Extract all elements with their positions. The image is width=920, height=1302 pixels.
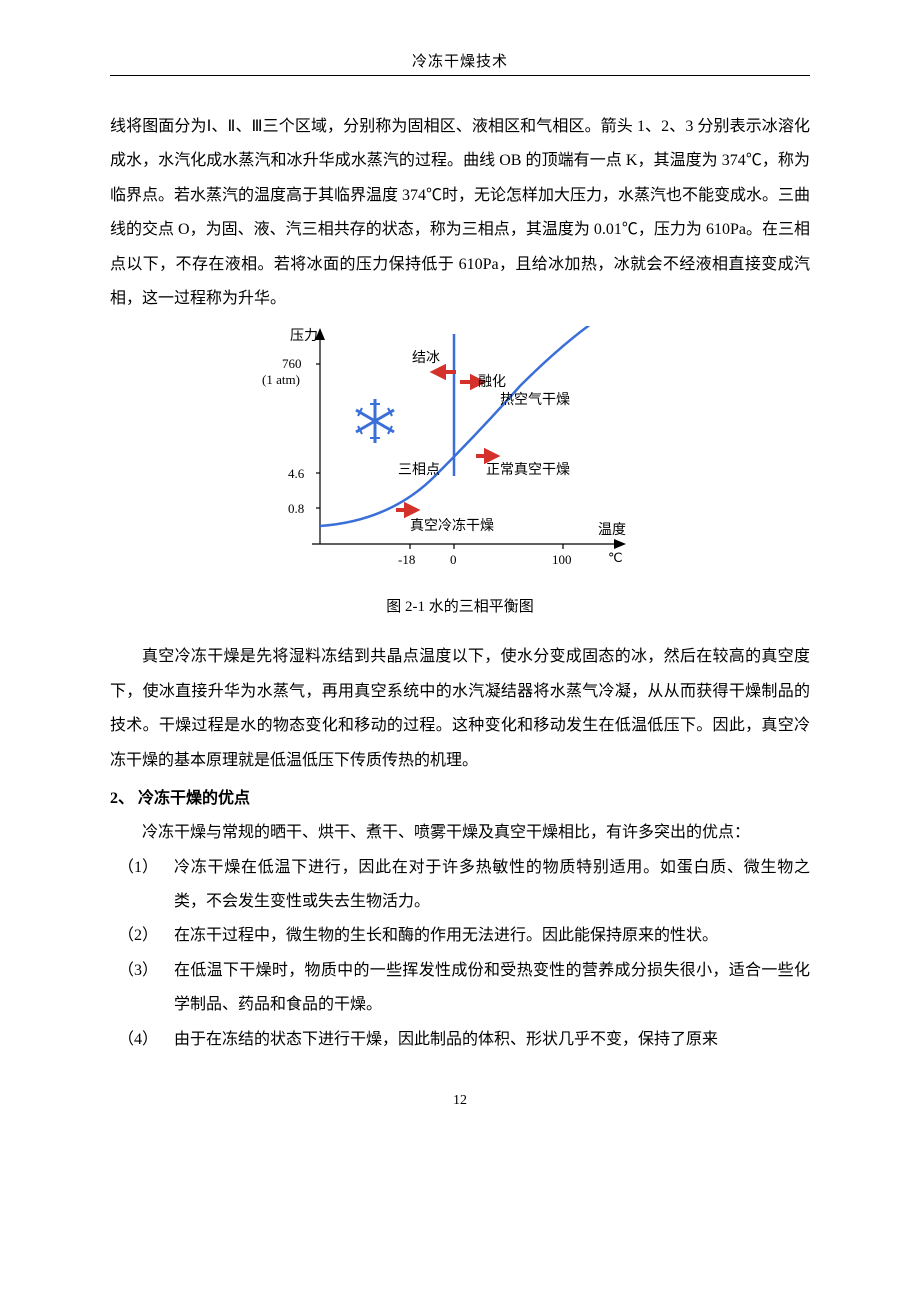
list-number: （4） xyxy=(110,1023,174,1057)
arrow-pair-low xyxy=(396,505,416,515)
list-text: 在冻干过程中，微生物的生长和酶的作用无法进行。因此能保持原来的性状。 xyxy=(174,919,810,953)
y-axis-label: 压力 xyxy=(290,328,318,344)
list-number: （3） xyxy=(110,954,174,1023)
label-melt: 融化 xyxy=(478,374,506,390)
list-text: 在低温下干燥时，物质中的一些挥发性成份和受热变性的营养成分损失很小，适合一些化学… xyxy=(174,954,810,1023)
body-text: 线将图面分为Ⅰ、Ⅱ、Ⅲ三个区域，分别称为固相区、液相区和气相区。箭头 1、2、3… xyxy=(110,110,810,316)
figure-caption: 图 2-1 水的三相平衡图 xyxy=(110,595,810,616)
list-number: （1） xyxy=(110,851,174,920)
paragraph-1: 线将图面分为Ⅰ、Ⅱ、Ⅲ三个区域，分别称为固相区、液相区和气相区。箭头 1、2、3… xyxy=(110,110,810,316)
label-hot-air: 热空气干燥 xyxy=(500,392,570,408)
svg-text:0: 0 xyxy=(450,552,457,567)
svg-text:760: 760 xyxy=(282,356,302,371)
list-item-3: （3） 在低温下干燥时，物质中的一些挥发性成份和受热变性的营养成分损失很小，适合… xyxy=(110,954,810,1023)
header-rule xyxy=(110,75,810,76)
arrow-pair-top xyxy=(434,367,482,387)
figure-2-1: 压力 温度 ℃ 760 (1 atm) 4.6 0.8 -18 xyxy=(110,326,810,591)
label-vacuum: 正常真空干燥 xyxy=(486,462,570,478)
x-axis-arrowhead xyxy=(614,539,626,549)
running-title: 冷冻干燥技术 xyxy=(110,50,810,75)
page: 冷冻干燥技术 线将图面分为Ⅰ、Ⅱ、Ⅲ三个区域，分别称为固相区、液相区和气相区。箭… xyxy=(0,0,920,1149)
body-text-2: 真空冷冻干燥是先将湿料冻结到共晶点温度以下，使水分变成固态的冰，然后在较高的真空… xyxy=(110,640,810,778)
paragraph-2: 真空冷冻干燥是先将湿料冻结到共晶点温度以下，使水分变成固态的冰，然后在较高的真空… xyxy=(110,640,810,778)
page-number: 12 xyxy=(110,1093,810,1109)
svg-text:-18: -18 xyxy=(398,552,415,567)
list-item-2: （2） 在冻干过程中，微生物的生长和酶的作用无法进行。因此能保持原来的性状。 xyxy=(110,919,810,953)
list-number: （2） xyxy=(110,919,174,953)
section-2-title: 2、 冷冻干燥的优点 xyxy=(110,782,810,816)
snowflake-icon xyxy=(356,399,394,443)
svg-text:100: 100 xyxy=(552,552,572,567)
list-item-4: （4） 由于在冻结的状态下进行干燥，因此制品的体积、形状几乎不变，保持了原来 xyxy=(110,1023,810,1057)
phase-diagram-svg: 压力 温度 ℃ 760 (1 atm) 4.6 0.8 -18 xyxy=(260,326,660,586)
list-text: 由于在冻结的状态下进行干燥，因此制品的体积、形状几乎不变，保持了原来 xyxy=(174,1023,810,1057)
phase-curve xyxy=(320,326,595,526)
body-text-3: 冷冻干燥与常规的晒干、烘干、煮干、喷雾干燥及真空干燥相比，有许多突出的优点： xyxy=(110,816,810,850)
paragraph-3: 冷冻干燥与常规的晒干、烘干、煮干、喷雾干燥及真空干燥相比，有许多突出的优点： xyxy=(110,816,810,850)
arrow-pair-mid xyxy=(476,451,496,461)
label-freeze-dry: 真空冷冻干燥 xyxy=(410,517,494,534)
y-tick-4-6: 4.6 xyxy=(288,466,320,481)
svg-text:4.6: 4.6 xyxy=(288,466,305,481)
svg-text:0.8: 0.8 xyxy=(288,501,304,516)
y-tick-760: 760 (1 atm) xyxy=(262,356,320,387)
label-triple: 三相点 xyxy=(398,462,440,478)
x-axis-unit: ℃ xyxy=(608,550,623,565)
list-text: 冷冻干燥在低温下进行，因此在对于许多热敏性的物质特别适用。如蛋白质、微生物之类，… xyxy=(174,851,810,920)
x-tick-100: 100 xyxy=(552,544,572,567)
y-tick-0-8: 0.8 xyxy=(288,501,320,516)
svg-text:(1 atm): (1 atm) xyxy=(262,372,300,387)
x-tick-0: 0 xyxy=(450,544,457,567)
list-item-1: （1） 冷冻干燥在低温下进行，因此在对于许多热敏性的物质特别适用。如蛋白质、微生… xyxy=(110,851,810,920)
x-axis-label: 温度 xyxy=(598,522,626,538)
label-freeze: 结冰 xyxy=(412,350,440,366)
x-tick-m18: -18 xyxy=(398,544,415,567)
